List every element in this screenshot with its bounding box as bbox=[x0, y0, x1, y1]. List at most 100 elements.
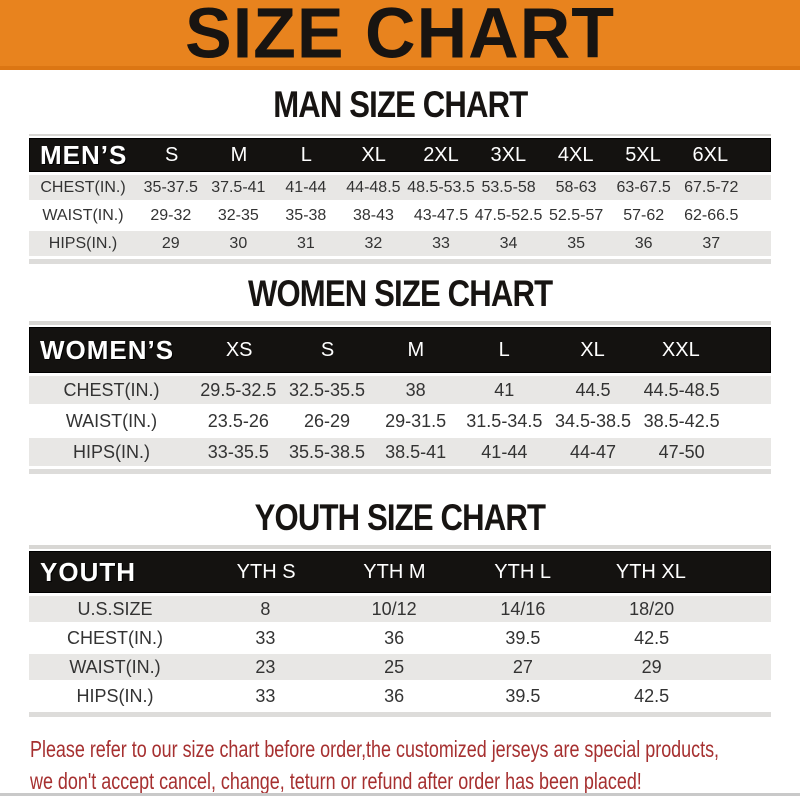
value-cell: 38.5-42.5 bbox=[643, 410, 720, 431]
value-cell: 36 bbox=[634, 234, 653, 252]
value-cell: 31 bbox=[296, 234, 315, 252]
row-label: HIPS(IN.) bbox=[72, 441, 150, 462]
youth-section-heading: YOUTH SIZE CHART bbox=[0, 497, 800, 538]
size-col-header: YTH S bbox=[236, 560, 296, 583]
size-col-header: L bbox=[300, 143, 312, 166]
size-col-header: YTH M bbox=[363, 560, 426, 583]
value-cell: 37 bbox=[702, 234, 721, 252]
value-cell: 33-35.5 bbox=[207, 441, 269, 462]
value-cell: 38.5-41 bbox=[385, 441, 447, 462]
table-top-divider bbox=[29, 545, 771, 549]
value-cell: 37.5-41 bbox=[211, 178, 266, 196]
youth-waist-row: WAIST(IN.) 23 25 27 29 bbox=[29, 654, 771, 680]
women-section-heading: WOMEN SIZE CHART bbox=[0, 273, 800, 314]
youth-heading-text: YOUTH SIZE CHART bbox=[254, 497, 546, 538]
value-cell: 29-32 bbox=[150, 206, 192, 224]
bottom-divider bbox=[0, 793, 800, 796]
size-col-header: 2XL bbox=[423, 143, 459, 166]
value-cell: 47.5-52.5 bbox=[474, 206, 543, 224]
value-cell: 44.5-48.5 bbox=[643, 379, 720, 400]
value-cell: 52.5-57 bbox=[548, 206, 604, 224]
size-col-header: XS bbox=[225, 338, 253, 361]
value-cell: 35.5-38.5 bbox=[288, 441, 366, 462]
row-label: CHEST(IN.) bbox=[63, 379, 160, 400]
value-cell: 27 bbox=[512, 656, 533, 677]
value-cell: 63-67.5 bbox=[616, 178, 671, 196]
youth-size-table: YOUTH YTH S YTH M YTH L YTH XL U.S.SIZE … bbox=[29, 545, 771, 717]
disclaimer-line-2: we don't accept cancel, change, teturn o… bbox=[30, 768, 642, 794]
size-col-header: S bbox=[320, 338, 335, 361]
disclaimer-note: Please refer to our size chart before or… bbox=[30, 733, 800, 797]
size-chart-banner: SIZE CHART bbox=[0, 0, 800, 70]
value-cell: 14/16 bbox=[500, 598, 546, 619]
value-cell: 30 bbox=[229, 234, 248, 252]
value-cell: 29 bbox=[161, 234, 180, 252]
men-size-table: MEN’S S M L XL 2XL 3XL 4XL 5XL 6XL CHEST… bbox=[29, 134, 771, 264]
size-col-header: M bbox=[407, 338, 425, 361]
row-label: U.S.SIZE bbox=[77, 598, 153, 619]
value-cell: 47-50 bbox=[658, 441, 705, 462]
men-waist-row: WAIST(IN.) 29-32 32-35 35-38 38-43 43-47… bbox=[29, 203, 771, 228]
value-cell: 58-63 bbox=[555, 178, 597, 196]
table-bottom-divider bbox=[29, 712, 771, 717]
value-cell: 42.5 bbox=[634, 685, 670, 706]
value-cell: 67.5-72 bbox=[684, 178, 739, 196]
value-cell: 39.5 bbox=[505, 627, 541, 648]
row-label: WAIST(IN.) bbox=[69, 656, 161, 677]
value-cell: 32 bbox=[364, 234, 383, 252]
value-cell: 23.5-26 bbox=[207, 410, 269, 431]
table-bottom-divider bbox=[29, 259, 771, 264]
value-cell: 57-62 bbox=[623, 206, 665, 224]
women-table-title: WOMEN’S bbox=[40, 334, 175, 365]
value-cell: 38-43 bbox=[352, 206, 394, 224]
size-col-header: S bbox=[164, 143, 179, 166]
value-cell: 48.5-53.5 bbox=[407, 178, 475, 196]
value-cell: 53.5-58 bbox=[481, 178, 536, 196]
value-cell: 36 bbox=[384, 685, 405, 706]
value-cell: 35-37.5 bbox=[143, 178, 198, 196]
men-table-header-bar: MEN’S S M L XL 2XL 3XL 4XL 5XL 6XL bbox=[29, 138, 771, 172]
youth-chest-row: CHEST(IN.) 33 36 39.5 42.5 bbox=[29, 625, 771, 651]
youth-ussize-row: U.S.SIZE 8 10/12 14/16 18/20 bbox=[29, 596, 771, 622]
row-label: HIPS(IN.) bbox=[48, 234, 118, 252]
value-cell: 33 bbox=[432, 234, 450, 252]
value-cell: 36 bbox=[384, 627, 405, 648]
row-label: CHEST(IN.) bbox=[67, 627, 163, 648]
women-heading-text: WOMEN SIZE CHART bbox=[247, 273, 553, 314]
size-col-header: XL bbox=[361, 143, 386, 166]
value-cell: 41-44 bbox=[481, 441, 528, 462]
table-top-divider bbox=[29, 134, 771, 136]
value-cell: 33 bbox=[255, 685, 276, 706]
value-cell: 23 bbox=[255, 656, 276, 677]
size-col-header: 3XL bbox=[490, 143, 527, 166]
row-label: CHEST(IN.) bbox=[40, 178, 126, 196]
youth-hips-row: HIPS(IN.) 33 36 39.5 42.5 bbox=[29, 683, 771, 709]
value-cell: 8 bbox=[260, 598, 271, 619]
women-chest-row: CHEST(IN.) 29.5-32.5 32.5-35.5 38 41 44.… bbox=[29, 376, 771, 404]
value-cell: 42.5 bbox=[634, 627, 670, 648]
value-cell: 32.5-35.5 bbox=[288, 379, 366, 400]
banner-title: SIZE CHART bbox=[185, 0, 615, 73]
table-bottom-divider bbox=[29, 469, 771, 474]
value-cell: 38 bbox=[405, 379, 426, 400]
value-cell: 44.5 bbox=[575, 379, 611, 400]
size-col-header: YTH XL bbox=[615, 560, 686, 583]
size-col-header: XL bbox=[580, 338, 605, 361]
man-section-heading: MAN SIZE CHART bbox=[0, 86, 800, 124]
value-cell: 31.5-34.5 bbox=[466, 410, 543, 431]
value-cell: 35-38 bbox=[285, 206, 327, 224]
size-col-header: 4XL bbox=[557, 143, 594, 166]
table-top-divider bbox=[29, 321, 771, 325]
disclaimer-line-1: Please refer to our size chart before or… bbox=[30, 736, 720, 762]
size-col-header: 5XL bbox=[625, 143, 661, 166]
youth-table-header-bar: YOUTH YTH S YTH M YTH L YTH XL bbox=[29, 551, 771, 593]
value-cell: 26-29 bbox=[303, 410, 351, 431]
youth-table-title: YOUTH bbox=[40, 556, 136, 587]
value-cell: 18/20 bbox=[629, 598, 675, 619]
value-cell: 41-44 bbox=[285, 178, 327, 196]
value-cell: 33 bbox=[255, 627, 276, 648]
value-cell: 39.5 bbox=[505, 685, 541, 706]
value-cell: 43-47.5 bbox=[413, 206, 469, 224]
women-hips-row: HIPS(IN.) 33-35.5 35.5-38.5 38.5-41 41-4… bbox=[29, 438, 771, 466]
value-cell: 29.5-32.5 bbox=[200, 379, 277, 400]
